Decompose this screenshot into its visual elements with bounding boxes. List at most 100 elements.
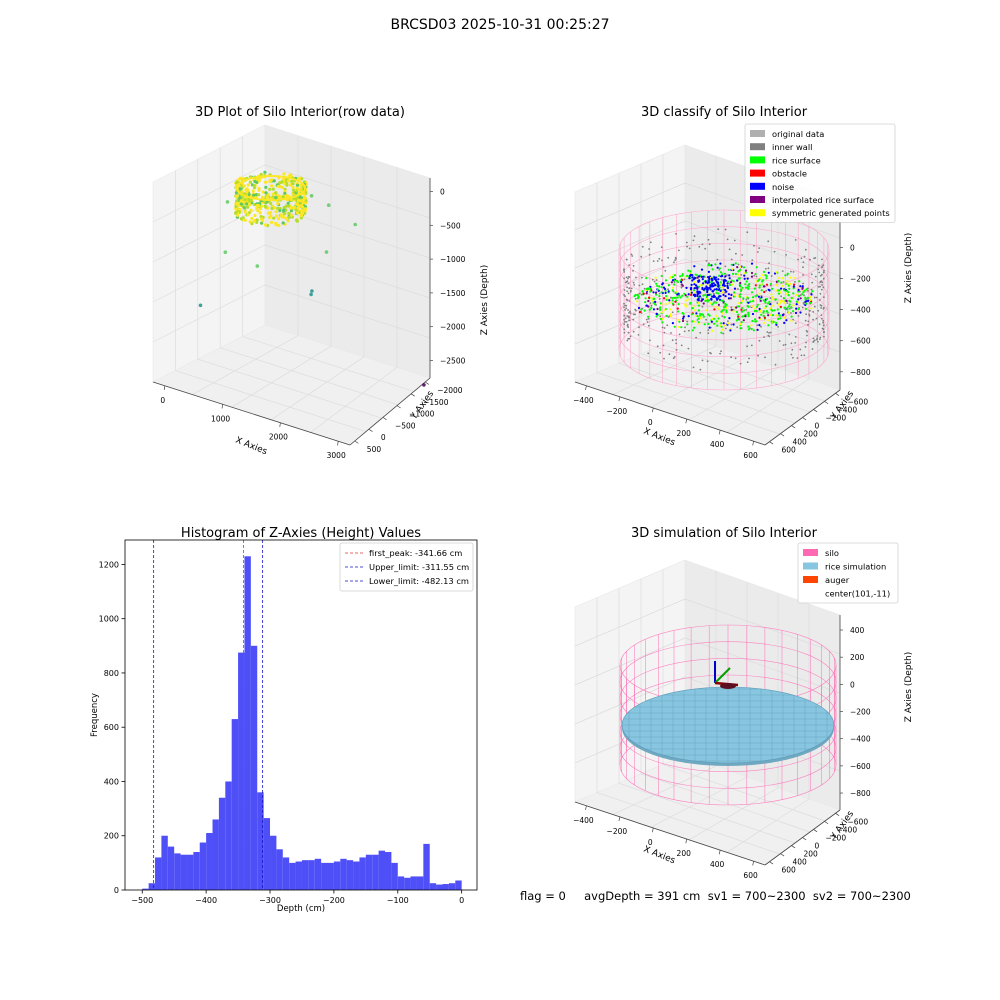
raw-z-tick-label: −500 (440, 221, 461, 230)
classify-surface-point (740, 289, 743, 292)
classify-surface-point (663, 309, 667, 312)
classify-surface-point (752, 329, 755, 332)
classify-surface-point (762, 321, 765, 324)
classify-wall-point (635, 276, 637, 279)
classify-surface-point (644, 301, 647, 304)
classify-wall-point (634, 297, 637, 300)
simulation-y-tick-label: −600 (848, 817, 869, 826)
classify-surface-point (691, 320, 694, 323)
classify-wall-point (820, 307, 822, 309)
classify-panel-legend: original data inner wall rice surface obsta… (744, 123, 896, 223)
classify-wall-point (776, 302, 779, 304)
classify-wall-point (813, 296, 816, 299)
classify-wall-point (805, 329, 808, 332)
classify-wall-point (701, 243, 704, 246)
classify-surface-point (722, 308, 725, 311)
raw-silo-point (282, 172, 286, 176)
classify-noise-point (724, 275, 727, 278)
classify-wall-point (667, 256, 670, 259)
classify-wall-point (819, 274, 822, 277)
simulation-x-tick-label: 600 (743, 871, 758, 880)
classify-wall-point (766, 331, 769, 333)
classify-surface-point (662, 286, 666, 289)
classify-surface-point (758, 316, 761, 319)
classify-surface-point (672, 286, 675, 289)
classify-surface-point (721, 291, 724, 294)
classify-wall-point (713, 300, 716, 303)
simulation-y-tick-label: −400 (837, 825, 858, 834)
raw-silo-point (243, 210, 247, 214)
classify-surface-point (692, 320, 695, 323)
classify-surface-point (797, 307, 800, 311)
histogram-bar (340, 858, 347, 890)
classify-surface-point (753, 287, 756, 290)
classify-surface-point (737, 273, 740, 276)
classify-wall-point (696, 319, 699, 321)
classify-surface-point (772, 304, 775, 307)
classify-surface-point (809, 296, 812, 299)
classify-surface-point (783, 321, 786, 324)
raw-silo-point (245, 187, 249, 191)
classify-wall-point (740, 274, 743, 276)
classify-surface-point (756, 294, 759, 297)
classify-surface-point (777, 280, 780, 283)
classify-surface-point (697, 285, 701, 288)
classify-surface-point (742, 297, 745, 300)
histogram-bar (225, 781, 232, 890)
classify-wall-point (674, 259, 676, 261)
classify-wall-point (641, 276, 643, 279)
classify-wall-point (730, 306, 733, 309)
classify-wall-point (811, 348, 814, 350)
classify-surface-point (740, 307, 744, 310)
classify-wall-point (628, 311, 630, 314)
classify-surface-point (720, 325, 723, 328)
classify-surface-point (738, 305, 741, 308)
classify-wall-point (632, 330, 635, 333)
classify-surface-point (744, 283, 747, 286)
classify-surface-point (676, 307, 679, 310)
histogram-bar (397, 876, 405, 890)
classify-wall-point (765, 267, 767, 270)
classify-surface-point (704, 293, 707, 296)
classify-wall-point (628, 337, 631, 340)
raw-y-tick-label: 0 (381, 433, 386, 442)
simulation-grid-h-left (574, 676, 686, 725)
classify-surface-point (798, 280, 801, 283)
classify-wall-point (655, 279, 658, 281)
classify-surface-point (715, 301, 718, 304)
classify-surface-point (671, 289, 674, 292)
classify-surface-point (681, 294, 684, 297)
classify-surface-point (652, 308, 656, 311)
classify-wall-point (656, 345, 659, 348)
classify-surface-point (790, 319, 793, 322)
classify-wall-point (730, 258, 733, 261)
classify-grid-h-left (574, 220, 686, 269)
classify-wall-point (695, 336, 697, 339)
raw-y-tick (368, 428, 373, 432)
classify-wall-point (820, 314, 823, 316)
classify-wall-point (716, 258, 719, 261)
classify-surface-point (750, 271, 754, 275)
classify-surface-point (673, 274, 677, 277)
classify-wall-point (642, 323, 645, 326)
classify-surface-point (736, 266, 739, 269)
classify-surface-point (758, 307, 761, 310)
classify-surface-point (764, 307, 767, 310)
classify-wall-point (628, 316, 630, 319)
classify-noise-point (721, 274, 724, 278)
raw-outlier-point (353, 222, 357, 227)
classify-noise-point (711, 295, 714, 298)
classify-noise-point (708, 277, 711, 280)
classify-wall-point (663, 327, 666, 329)
classify-surface-point (677, 303, 680, 306)
raw-outlier-point (422, 383, 426, 387)
classify-surface-point (645, 292, 648, 295)
classify-wall-point (625, 276, 628, 279)
classify-surface-point (661, 317, 664, 321)
classify-surface-point (647, 315, 650, 318)
classify-wall-point (693, 235, 696, 238)
classify-surface-point (729, 281, 733, 284)
classify-wall-point (637, 334, 640, 336)
classify-surface-point (715, 320, 718, 323)
classify-wall-point (799, 290, 801, 293)
